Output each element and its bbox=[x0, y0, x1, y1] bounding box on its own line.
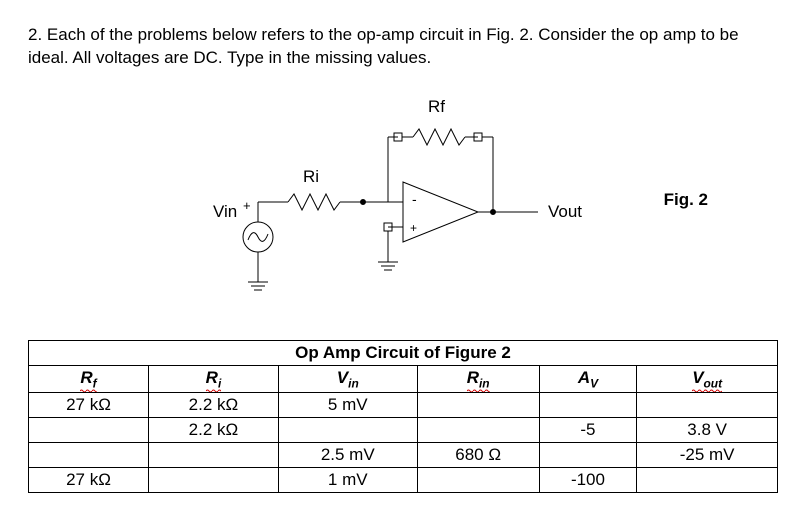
minus-terminal: - bbox=[412, 191, 417, 207]
cell-rf: 27 kΩ bbox=[29, 393, 149, 418]
cell-vin: 5 mV bbox=[278, 393, 417, 418]
ri-label: Ri bbox=[303, 167, 319, 186]
cell-rin bbox=[417, 393, 539, 418]
table-row: 2.2 kΩ -5 3.8 V bbox=[29, 418, 778, 443]
cell-vout bbox=[637, 393, 778, 418]
table-header-row: Rf Ri Vin Rin AV Vout bbox=[29, 365, 778, 392]
col-av: AV bbox=[539, 365, 637, 392]
col-rf: Rf bbox=[29, 365, 149, 392]
cell-av bbox=[539, 393, 637, 418]
table-row: 27 kΩ 1 mV -100 bbox=[29, 468, 778, 493]
vin-plus: + bbox=[243, 198, 251, 213]
circuit-svg: - + + Rf Ri Vin Vout bbox=[188, 82, 618, 312]
table-row: 27 kΩ 2.2 kΩ 5 mV bbox=[29, 393, 778, 418]
vout-label: Vout bbox=[548, 202, 582, 221]
col-ri: Ri bbox=[149, 365, 279, 392]
figure-caption: Fig. 2 bbox=[664, 190, 708, 210]
col-rin: Rin bbox=[417, 365, 539, 392]
col-vout: Vout bbox=[637, 365, 778, 392]
col-vin: Vin bbox=[278, 365, 417, 392]
figure-2: - + + Rf Ri Vin Vout Fig. 2 bbox=[28, 82, 778, 332]
vin-label: Vin bbox=[213, 202, 237, 221]
plus-terminal: + bbox=[410, 221, 417, 235]
table-title: Op Amp Circuit of Figure 2 bbox=[29, 340, 778, 365]
opamp-table: Op Amp Circuit of Figure 2 Rf Ri Vin Rin… bbox=[28, 340, 778, 493]
table-row: 2.5 mV 680 Ω -25 mV bbox=[29, 443, 778, 468]
rf-label: Rf bbox=[428, 97, 445, 116]
problem-text: 2. Each of the problems below refers to … bbox=[28, 24, 778, 70]
cell-ri: 2.2 kΩ bbox=[149, 393, 279, 418]
